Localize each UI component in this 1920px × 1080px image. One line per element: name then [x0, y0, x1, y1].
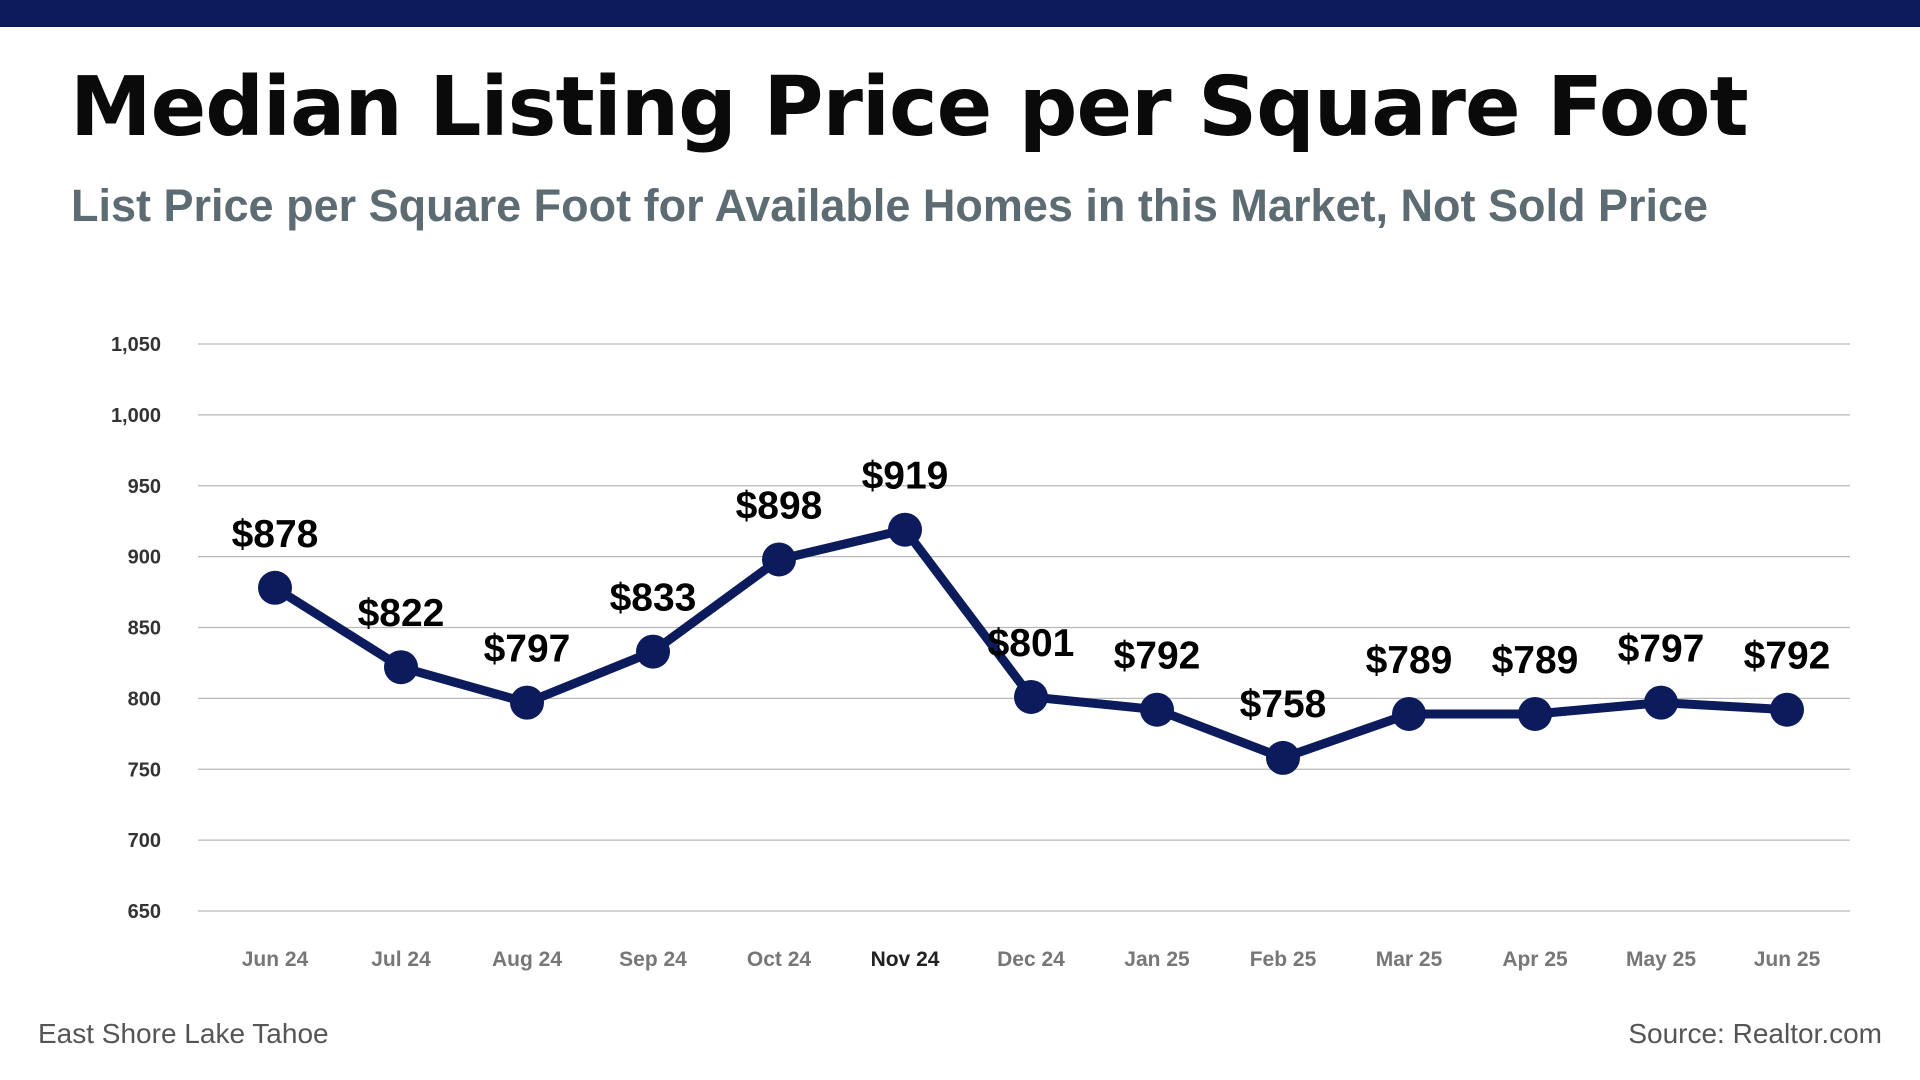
data-point [762, 542, 796, 577]
y-tick-label: 1,050 [111, 334, 161, 356]
data-label: $833 [610, 577, 697, 620]
data-label: $792 [1744, 635, 1831, 678]
data-point [888, 512, 922, 547]
source-label: Source: Realtor.com [1628, 1018, 1882, 1049]
page-title: Median Listing Price per Square Foot [70, 60, 1749, 155]
x-tick-label: Jun 25 [1754, 948, 1821, 971]
x-tick-label: Sep 24 [619, 948, 687, 971]
data-label: $789 [1366, 639, 1453, 682]
page-subtitle: List Price per Square Foot for Available… [71, 180, 1709, 231]
x-tick-label: Mar 25 [1376, 948, 1443, 971]
y-tick-label: 850 [128, 618, 161, 640]
data-point [1644, 685, 1678, 720]
y-tick-label: 700 [128, 830, 161, 852]
x-tick-label: Jul 24 [371, 948, 431, 971]
data-label: $801 [988, 622, 1075, 665]
y-tick-label: 950 [128, 476, 161, 498]
x-tick-label: Jan 25 [1124, 948, 1190, 971]
x-tick-label: Feb 25 [1250, 948, 1317, 971]
data-point [258, 570, 292, 605]
y-tick-label: 750 [128, 759, 161, 781]
data-point [1266, 740, 1300, 775]
data-point [1014, 679, 1048, 714]
y-tick-label: 800 [128, 688, 161, 710]
data-point [1770, 692, 1804, 727]
data-label: $789 [1492, 639, 1579, 682]
x-tick-label: May 25 [1626, 948, 1696, 971]
data-label: $919 [862, 455, 949, 498]
x-tick-label: Aug 24 [492, 948, 562, 971]
x-tick-label: Jun 24 [242, 948, 309, 971]
location-label: East Shore Lake Tahoe [38, 1018, 329, 1049]
x-tick-label: Nov 24 [871, 948, 940, 971]
y-tick-label: 900 [128, 547, 161, 569]
data-label: $758 [1240, 683, 1327, 726]
data-label: $797 [484, 628, 571, 671]
data-label: $898 [736, 484, 823, 527]
top-accent-bar [0, 0, 1920, 27]
data-point [1392, 696, 1426, 731]
data-label: $792 [1114, 635, 1201, 678]
x-tick-label: Dec 24 [997, 948, 1065, 971]
data-label: $822 [358, 592, 445, 635]
data-point [1518, 696, 1552, 731]
data-label: $878 [232, 513, 319, 556]
data-point [384, 650, 418, 685]
data-point [1140, 692, 1174, 727]
data-point [510, 685, 544, 720]
x-tick-label: Apr 25 [1502, 948, 1568, 971]
y-tick-label: 650 [128, 901, 161, 923]
data-label: $797 [1618, 628, 1705, 671]
y-tick-label: 1,000 [111, 405, 161, 427]
x-tick-label: Oct 24 [747, 948, 812, 971]
data-point [636, 634, 670, 669]
